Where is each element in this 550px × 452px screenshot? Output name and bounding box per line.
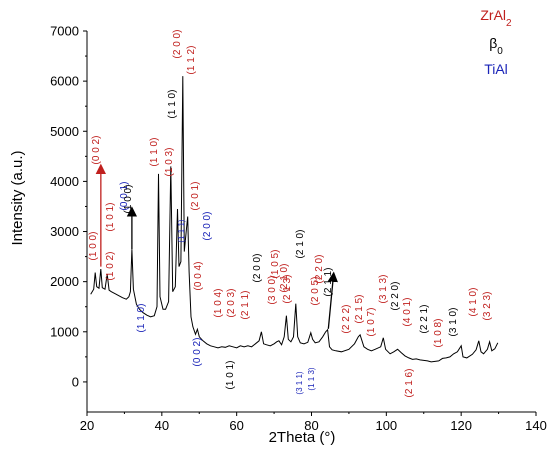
legend-entry-subscript: 0 [497, 46, 503, 57]
legend-entry: β0 [489, 35, 503, 57]
peak-label: (3 0 0) [267, 276, 278, 305]
peak-label: (2 1 1) [323, 268, 334, 297]
peak-label: (1 0 4) [213, 289, 224, 318]
peak-label: (1 0 3) [164, 148, 175, 177]
x-tick-label: 20 [80, 418, 94, 433]
peak-label: (2 0 5) [310, 277, 321, 306]
peak-label: (1 1 0) [136, 304, 147, 333]
peak-label: (1 1 3) [307, 367, 316, 390]
peak-label: (2 0 0) [202, 212, 213, 241]
peak-label: (3 1 1) [295, 371, 304, 394]
peak-label: (2 1 0) [295, 230, 306, 259]
peak-label: (2 0 3) [226, 289, 237, 318]
peak-label: (2 0 1) [190, 182, 201, 211]
peak-label: (1 1 0) [167, 90, 178, 119]
y-tick-label: 2000 [50, 274, 79, 289]
peak-label: (0 0 2) [91, 136, 102, 165]
peak-label: (3 1 0) [448, 308, 459, 337]
y-tick-label: 1000 [50, 324, 79, 339]
peak-label: (1 0 0) [123, 185, 134, 214]
peak-label: (2 0 0) [252, 254, 263, 283]
peak-arrows [95, 163, 339, 329]
peak-label: (1 0 0) [88, 232, 99, 261]
peak-label: (3 1 3) [378, 275, 389, 304]
peak-label: (2 1 6) [404, 369, 415, 398]
x-tick-label: 40 [155, 418, 169, 433]
peak-label: (0 0 1) [119, 182, 130, 211]
peak-label: (1 1 0) [149, 138, 160, 167]
peak-label: (4 0 1) [402, 298, 413, 327]
plot-frame [86, 31, 536, 413]
peak-label: (2 0 0) [172, 30, 183, 59]
peak-label: (2 2 0) [390, 282, 401, 311]
peak-label: (1 1 1) [177, 219, 186, 242]
peak-label: (4 1 0) [468, 288, 479, 317]
peak-label: (2 2 2) [341, 305, 352, 334]
peak-label: (2 1 3) [282, 275, 293, 304]
y-tick-label: 4000 [50, 174, 79, 189]
peak-label: (0 0 2) [192, 338, 203, 367]
y-tick-label: 3000 [50, 224, 79, 239]
xrd-pattern-line [90, 76, 499, 363]
peak-labels: (1 0 0)(0 0 2)(1 0 1)(0 0 1)(1 0 0)(1 0 … [88, 30, 493, 398]
peak-label: (2 2 1) [419, 305, 430, 334]
y-tick-label: 6000 [50, 74, 79, 89]
x-axis-title: 2Theta (°) [269, 429, 336, 446]
peak-label: (1 0 8) [433, 319, 444, 348]
y-axis-ticks: 0 1000 2000 3000 4000 5000 6000 7000 [50, 24, 87, 389]
x-tick-label: 60 [229, 418, 243, 433]
y-tick-label: 5000 [50, 124, 79, 139]
y-axis-title: Intensity (a.u.) [9, 150, 26, 245]
peak-label: (1 0 1) [225, 361, 236, 390]
legend-entry-name: β [489, 35, 497, 51]
peak-label: (1 0 7) [366, 308, 377, 337]
x-tick-label: 140 [525, 418, 547, 433]
peak-label: (2 1 5) [354, 295, 365, 324]
legend-entry-subscript: 2 [506, 18, 512, 29]
x-tick-label: 100 [375, 418, 397, 433]
x-tick-label: 80 [304, 418, 318, 433]
peak-label: (2 1 1) [240, 291, 251, 320]
legend-entry-name: TiAl [484, 61, 508, 77]
peak-label: (1 1 2) [186, 46, 197, 75]
peak-arrow [327, 271, 339, 329]
peak-label: (2 2 0) [314, 255, 325, 284]
legend-entry: TiAl [484, 61, 508, 77]
legend-entry-name: ZrAl [480, 7, 506, 23]
peak-label: (1 0 5) [270, 250, 281, 279]
x-axis-ticks: 20 40 60 80 100 120 140 [80, 412, 547, 433]
peak-label: (1 0 1) [105, 203, 116, 232]
y-tick-label: 7000 [50, 24, 79, 39]
x-tick-label: 120 [450, 418, 472, 433]
peak-label: (2 1 0) [279, 264, 290, 293]
legend-entry: ZrAl2 [480, 7, 512, 29]
peak-label: (3 2 3) [482, 292, 493, 321]
peak-label: (0 0 4) [193, 262, 204, 291]
y-tick-label: 0 [72, 374, 79, 389]
peak-label: (1 0 2) [105, 252, 116, 281]
